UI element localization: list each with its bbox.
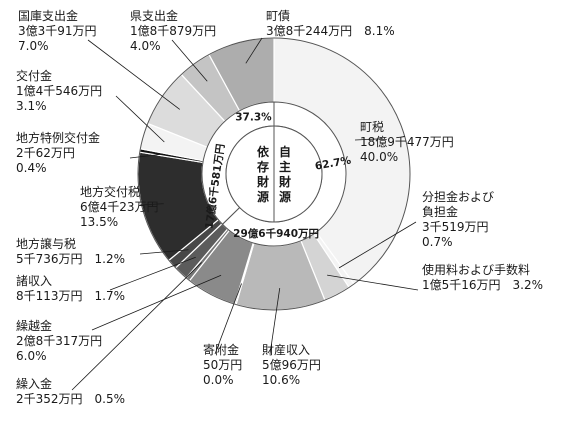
slice-label-7: 諸収入 8千113万円 1.7% — [16, 273, 125, 303]
slice-label-8: 地方譲与税 5千736万円 1.2% — [16, 236, 125, 266]
slice-label-12: 国庫支出金 3億3千91万円 7.0% — [18, 8, 97, 53]
leader-line-1 — [338, 221, 417, 269]
leader-line-12 — [87, 39, 181, 110]
slice-label-10: 地方特例交付金 2千62万円 0.4% — [16, 130, 100, 175]
leader-line-9 — [139, 203, 164, 206]
leader-line-8 — [139, 249, 189, 255]
leader-line-11 — [115, 95, 165, 143]
slice-label-2: 使用料および手数料 1億5千16万円 3.2% — [422, 262, 543, 292]
slice-label-11: 交付金 1億4千546万円 3.1% — [16, 68, 102, 113]
leader-line-6 — [71, 262, 202, 391]
leader-line-3 — [269, 288, 281, 355]
slice-label-5: 繰越金 2億8千317万円 6.0% — [16, 318, 102, 363]
slice-label-14: 町債 3億8千244万円 8.1% — [266, 8, 395, 38]
leader-line-7 — [109, 256, 196, 291]
group-pct-dependent: 37.3% — [235, 112, 272, 124]
group-amount-own: 29億6千940万円 — [233, 227, 319, 240]
slice-layer — [137, 37, 411, 311]
leader-line-4 — [214, 283, 242, 355]
slice-label-3: 財産収入 5億96万円 10.6% — [262, 342, 321, 387]
slice-label-6: 繰入金 2千352万円 0.5% — [16, 376, 125, 406]
center-label-own: 自主財源 — [278, 144, 291, 204]
leader-line-5 — [91, 274, 222, 331]
pie-outline — [137, 37, 411, 311]
leader-line-10 — [129, 153, 162, 159]
slice-label-1: 分担金および負担金 3千519万円 0.7% — [422, 189, 494, 249]
leader-line-13 — [171, 39, 208, 82]
slice-label-13: 県支出金 1億8千879万円 4.0% — [130, 8, 216, 53]
slice-label-layer: 町税 18億9千477万円 40.0% 分担金および負担金 3千519万円 0.7% 使用料… — [16, 8, 543, 406]
leader-line-2 — [327, 274, 419, 291]
slice-label-0: 町税 18億9千477万円 40.0% — [360, 120, 454, 164]
slice-label-9: 地方交付税 6億4千23万円 13.5% — [80, 184, 159, 229]
leader-line-layer — [71, 37, 419, 391]
center-label-dependent: 依存財源 — [256, 144, 270, 204]
slice-label-4: 寄附金 50万円 0.0% — [203, 342, 242, 387]
leader-line-0 — [354, 138, 383, 141]
leader-line-14 — [245, 37, 263, 64]
